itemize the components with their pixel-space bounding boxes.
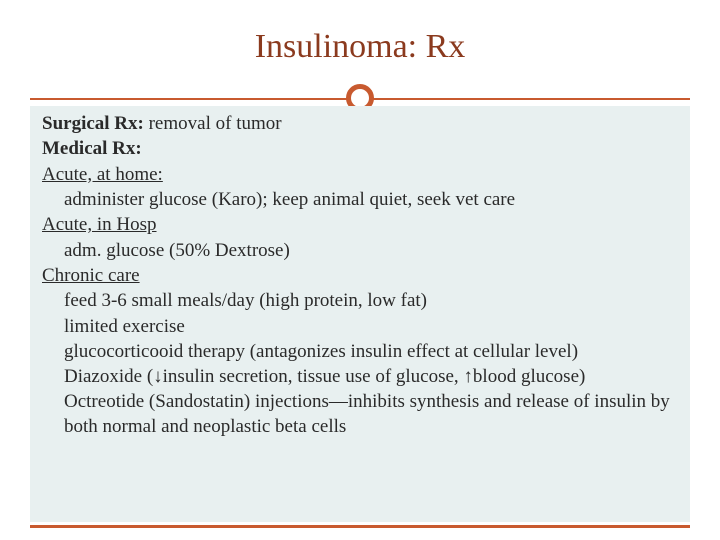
surgical-label: Surgical Rx: xyxy=(42,113,144,134)
acute-home-header: Acute, at home: xyxy=(42,163,678,187)
medical-label: Medical Rx: xyxy=(42,137,678,161)
chronic-item-5: Octreotide (Sandostatin) injections—inhi… xyxy=(42,390,678,439)
acute-home-item: administer glucose (Karo); keep animal q… xyxy=(42,188,678,212)
content-body: Surgical Rx: removal of tumor Medical Rx… xyxy=(30,106,690,522)
acute-hosp-item: adm. glucose (50% Dextrose) xyxy=(42,239,678,263)
slide-title: Insulinoma: Rx xyxy=(0,0,720,84)
surgical-text: removal of tumor xyxy=(144,113,282,134)
chronic-item-4: Diazoxide (↓insulin secretion, tissue us… xyxy=(42,365,678,389)
surgical-line: Surgical Rx: removal of tumor xyxy=(42,112,678,136)
chronic-item-3: glucocorticooid therapy (antagonizes ins… xyxy=(42,340,678,364)
acute-hosp-header: Acute, in Hosp xyxy=(42,213,678,237)
bottom-rule xyxy=(30,525,690,528)
chronic-header: Chronic care xyxy=(42,264,678,288)
chronic-item-1: feed 3-6 small meals/day (high protein, … xyxy=(42,289,678,313)
chronic-item-2: limited exercise xyxy=(42,315,678,339)
slide: Insulinoma: Rx Surgical Rx: removal of t… xyxy=(0,0,720,540)
